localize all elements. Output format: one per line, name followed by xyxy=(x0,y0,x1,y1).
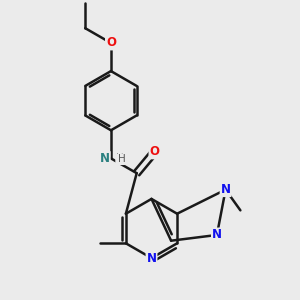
Text: N: N xyxy=(212,229,222,242)
Text: N: N xyxy=(220,183,231,196)
Text: O: O xyxy=(106,37,116,50)
Text: H: H xyxy=(116,153,124,164)
Text: N: N xyxy=(100,152,110,165)
Text: N: N xyxy=(99,152,109,165)
Text: O: O xyxy=(149,146,160,158)
Text: N: N xyxy=(146,252,157,265)
Text: H: H xyxy=(118,154,125,164)
